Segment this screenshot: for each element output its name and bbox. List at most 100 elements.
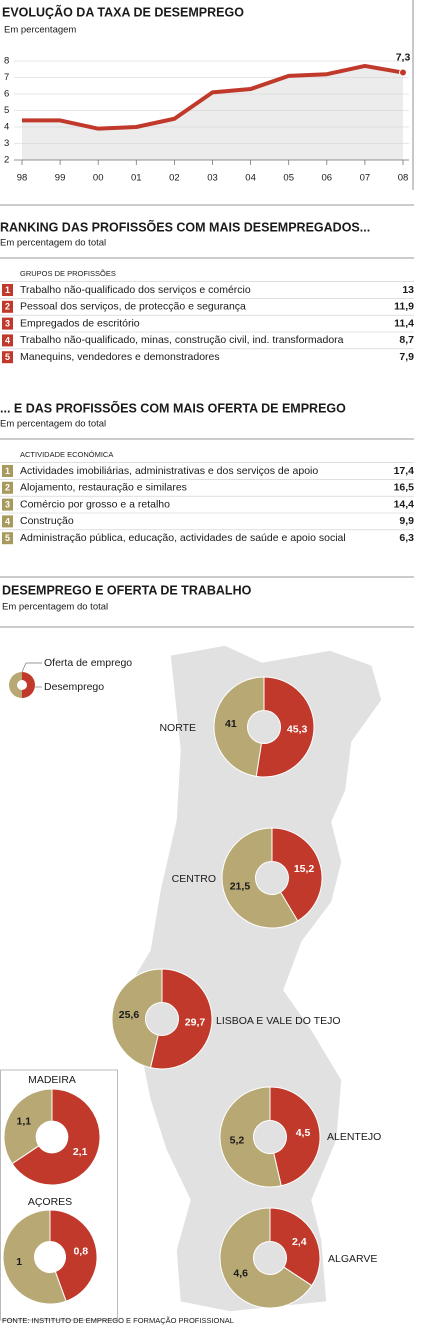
rank-box (2, 465, 13, 477)
chart-subtitle: Em percentagem (4, 25, 76, 36)
value-label: 2,1 (73, 1146, 88, 1158)
donut-slice (11, 1088, 101, 1186)
x-tick-label: 98 (17, 173, 28, 184)
x-tick-label: 08 (398, 173, 409, 184)
row-label: Actividades imobiliárias, administrativa… (20, 465, 318, 477)
row-value: 8,7 (399, 334, 414, 346)
row-label: Construção (20, 515, 74, 527)
value-label: 25,6 (119, 1009, 140, 1021)
value-label: 2,4 (292, 1236, 307, 1248)
x-tick-label: 99 (55, 173, 66, 184)
row-label: Manequins, vendedores e demonstradores (20, 351, 220, 363)
donut-slice (3, 1088, 53, 1165)
row-value: 11,9 (394, 301, 414, 313)
y-tick-label: 8 (4, 56, 9, 67)
donut-slice (255, 676, 315, 778)
ranking-title: RANKING DAS PROFISSÕES COM MAIS DESEMPRE… (0, 219, 370, 234)
donut-slice (219, 1086, 282, 1188)
rank-number: 2 (5, 483, 10, 493)
y-tick-label: 3 (4, 138, 9, 149)
rank-box (2, 498, 13, 511)
y-tick-label: 4 (4, 122, 9, 133)
donut-slice (149, 968, 213, 1070)
chart-title: EVOLUÇÃO DA TAXA DE DESEMPREGO (2, 4, 244, 19)
y-tick-label: 2 (4, 155, 9, 166)
chart-title: DESEMPREGO E OFERTA DE TRABALHO (2, 583, 252, 597)
rank-number: 4 (5, 335, 10, 345)
ranking-subtitle: Em percentagem do total (0, 419, 106, 430)
value-label: 41 (225, 718, 237, 730)
row-label: Trabalho não-qualificado dos serviços e … (20, 284, 251, 296)
row-label: Pessoal dos serviços, de protecção e seg… (20, 301, 246, 313)
legend-leader (21, 662, 42, 673)
value-label: 4,6 (233, 1268, 248, 1280)
point (399, 68, 407, 77)
ranking-subtitle: Em percentagem do total (0, 238, 106, 249)
donut-slice (111, 968, 163, 1069)
y-tick-label: 5 (4, 105, 9, 116)
row-value: 16,5 (394, 482, 415, 494)
value-label: 29,7 (185, 1017, 206, 1029)
value-label: 4,5 (296, 1127, 311, 1139)
row-value: 11,4 (394, 317, 414, 329)
rank-number: 3 (5, 499, 10, 509)
source: FONTE: INSTITUTO DE EMPREGO E FORMAÇÃO P… (2, 1316, 234, 1325)
legend-swatch (22, 672, 35, 698)
rank-number: 1 (5, 466, 10, 476)
y-tick-label: 6 (4, 89, 9, 100)
x-tick-label: 03 (207, 173, 218, 184)
region-label: NORTE (159, 722, 196, 734)
row-value: 17,4 (394, 465, 415, 477)
row-label: Trabalho não-qualificado, minas, constru… (20, 334, 344, 346)
x-tick-label: 00 (93, 173, 104, 184)
rank-box (2, 351, 13, 364)
row-value: 6,3 (399, 532, 414, 544)
x-tick-label: 07 (360, 173, 371, 184)
rank-number: 2 (5, 302, 10, 312)
rank-box (2, 317, 13, 330)
row-value: 7,9 (399, 351, 414, 363)
table-header: GRUPOS DE PROFISSÕES (20, 269, 116, 278)
donut-slice (49, 1209, 98, 1302)
row-value: 13 (402, 284, 414, 296)
value-label: 0,8 (73, 1245, 88, 1257)
rank-box (2, 515, 13, 528)
row-label: Comércio por grosso e a retalho (20, 498, 170, 510)
value-label: 45,3 (287, 723, 308, 735)
value-label: 15,2 (294, 863, 315, 875)
row-label: Administração pública, educação, activid… (20, 532, 346, 544)
rank-box (2, 334, 13, 347)
y-tick-label: 7 (4, 72, 9, 83)
x-tick-label: 06 (322, 173, 333, 184)
ranking-title: ... E DAS PROFISSÕES COM MAIS OFERTA DE … (0, 400, 346, 415)
region-label: AÇORES (28, 1196, 72, 1208)
rank-box (2, 481, 13, 494)
donut-slice (213, 676, 265, 777)
donut-slice (219, 1207, 313, 1309)
donut-slice (271, 827, 323, 922)
rank-box (2, 300, 13, 313)
region-label: ALENTEJO (327, 1131, 381, 1143)
value-label: 5,2 (230, 1135, 245, 1147)
rank-number: 5 (5, 352, 10, 362)
x-tick-label: 05 (283, 173, 294, 184)
rank-number: 5 (5, 533, 10, 543)
table-header: ACTIVIDADE ECONÓMICA (20, 450, 113, 459)
donut-slice (269, 1086, 321, 1187)
donut-slice (221, 827, 299, 929)
x-tick-label: 01 (131, 173, 142, 184)
rank-number: 1 (5, 285, 10, 295)
legend-swatch (8, 672, 22, 698)
x-tick-label: 04 (245, 173, 256, 184)
rank-box (2, 532, 13, 545)
row-value: 14,4 (394, 498, 415, 510)
rank-number: 3 (5, 318, 10, 328)
donut-slice (269, 1207, 321, 1287)
legend-label: Oferta de emprego (44, 657, 132, 669)
region-label: MADEIRA (28, 1074, 76, 1086)
chart-subtitle: Em percentagem do total (2, 602, 108, 613)
rank-number: 4 (5, 516, 10, 526)
rank-box (2, 284, 13, 296)
region-label: ALGARVE (328, 1253, 377, 1265)
